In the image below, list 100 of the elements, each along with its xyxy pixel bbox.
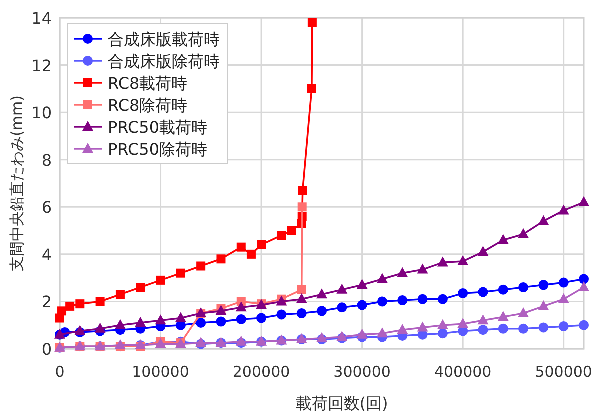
point — [538, 215, 550, 226]
x-tick-label: 300000 — [334, 363, 391, 381]
point — [579, 274, 589, 284]
x-tick-label: 100000 — [132, 363, 190, 381]
point — [398, 296, 408, 306]
point — [298, 186, 308, 196]
y-tick-label: 6 — [42, 198, 52, 218]
point — [498, 284, 508, 295]
point — [136, 283, 146, 292]
point — [308, 18, 317, 28]
point — [518, 324, 529, 334]
y-axis-title: 支間中央鉛直たわみ(mm) — [8, 96, 26, 272]
point — [216, 254, 226, 264]
point — [356, 279, 368, 290]
point — [518, 282, 529, 293]
y-tick-label: 12 — [32, 56, 52, 76]
point — [356, 328, 368, 339]
point — [337, 302, 348, 313]
point — [257, 240, 266, 250]
point — [236, 242, 246, 252]
point — [236, 302, 247, 312]
point — [538, 280, 549, 290]
point — [58, 306, 67, 316]
point — [296, 308, 307, 319]
legend-label: PRC50載荷時 — [108, 118, 208, 137]
point — [397, 267, 408, 278]
point — [498, 311, 509, 322]
point — [236, 336, 247, 346]
point — [438, 294, 448, 304]
point — [437, 319, 448, 330]
point — [316, 332, 328, 342]
point — [417, 264, 428, 274]
point — [558, 278, 569, 288]
point — [558, 204, 570, 215]
point — [478, 325, 488, 336]
point — [116, 290, 125, 300]
y-tick-label: 14 — [32, 9, 52, 28]
y-tick-label: 10 — [32, 104, 52, 123]
x-tick-label: 500000 — [535, 363, 592, 381]
x-tick-label: 400000 — [434, 363, 492, 381]
point — [578, 196, 590, 206]
point — [518, 308, 530, 318]
point — [96, 297, 105, 306]
point — [458, 288, 468, 298]
point — [135, 316, 146, 327]
point — [66, 302, 75, 311]
point — [176, 268, 186, 278]
point — [236, 314, 246, 324]
x-tick-label: 0 — [55, 363, 65, 381]
point — [156, 276, 166, 285]
point — [114, 339, 126, 350]
legend-label: 合成床版載荷時 — [108, 30, 220, 49]
y-tick-label: 0 — [42, 340, 52, 359]
y-tick-label: 2 — [42, 292, 52, 312]
point — [196, 262, 206, 271]
point — [256, 313, 267, 324]
point — [478, 246, 489, 256]
point — [418, 294, 428, 304]
point — [538, 322, 549, 333]
point — [518, 228, 530, 238]
point — [478, 287, 488, 298]
point — [336, 284, 348, 294]
x-axis-title: 載荷回数(回) — [296, 394, 388, 413]
point — [438, 328, 448, 339]
y-tick-label: 4 — [42, 245, 52, 264]
point — [558, 322, 569, 332]
point — [277, 231, 286, 240]
legend-label: 合成床版除荷時 — [108, 52, 220, 71]
point — [458, 318, 469, 328]
point — [94, 322, 106, 333]
point — [437, 256, 448, 267]
point — [297, 285, 306, 294]
legend-label: PRC50除荷時 — [108, 140, 208, 159]
point — [296, 293, 308, 304]
point — [196, 318, 206, 328]
point — [76, 300, 85, 309]
point — [498, 234, 509, 244]
point — [216, 316, 226, 327]
point — [114, 319, 126, 330]
point — [538, 300, 550, 310]
point — [316, 288, 328, 299]
point — [376, 328, 388, 338]
point — [458, 256, 469, 266]
point — [397, 324, 408, 334]
point — [578, 282, 590, 292]
point — [175, 312, 186, 322]
point — [307, 84, 316, 94]
point — [498, 324, 508, 334]
point — [276, 310, 287, 320]
point — [377, 296, 388, 307]
legend-label: RC8載荷時 — [108, 74, 188, 93]
point — [579, 320, 589, 330]
point — [287, 226, 296, 236]
point — [298, 202, 307, 212]
point — [478, 314, 489, 325]
point — [246, 250, 256, 259]
x-tick-label: 200000 — [232, 363, 290, 381]
point — [317, 306, 327, 316]
point — [155, 314, 166, 325]
legend-label: RC8除荷時 — [108, 96, 188, 115]
